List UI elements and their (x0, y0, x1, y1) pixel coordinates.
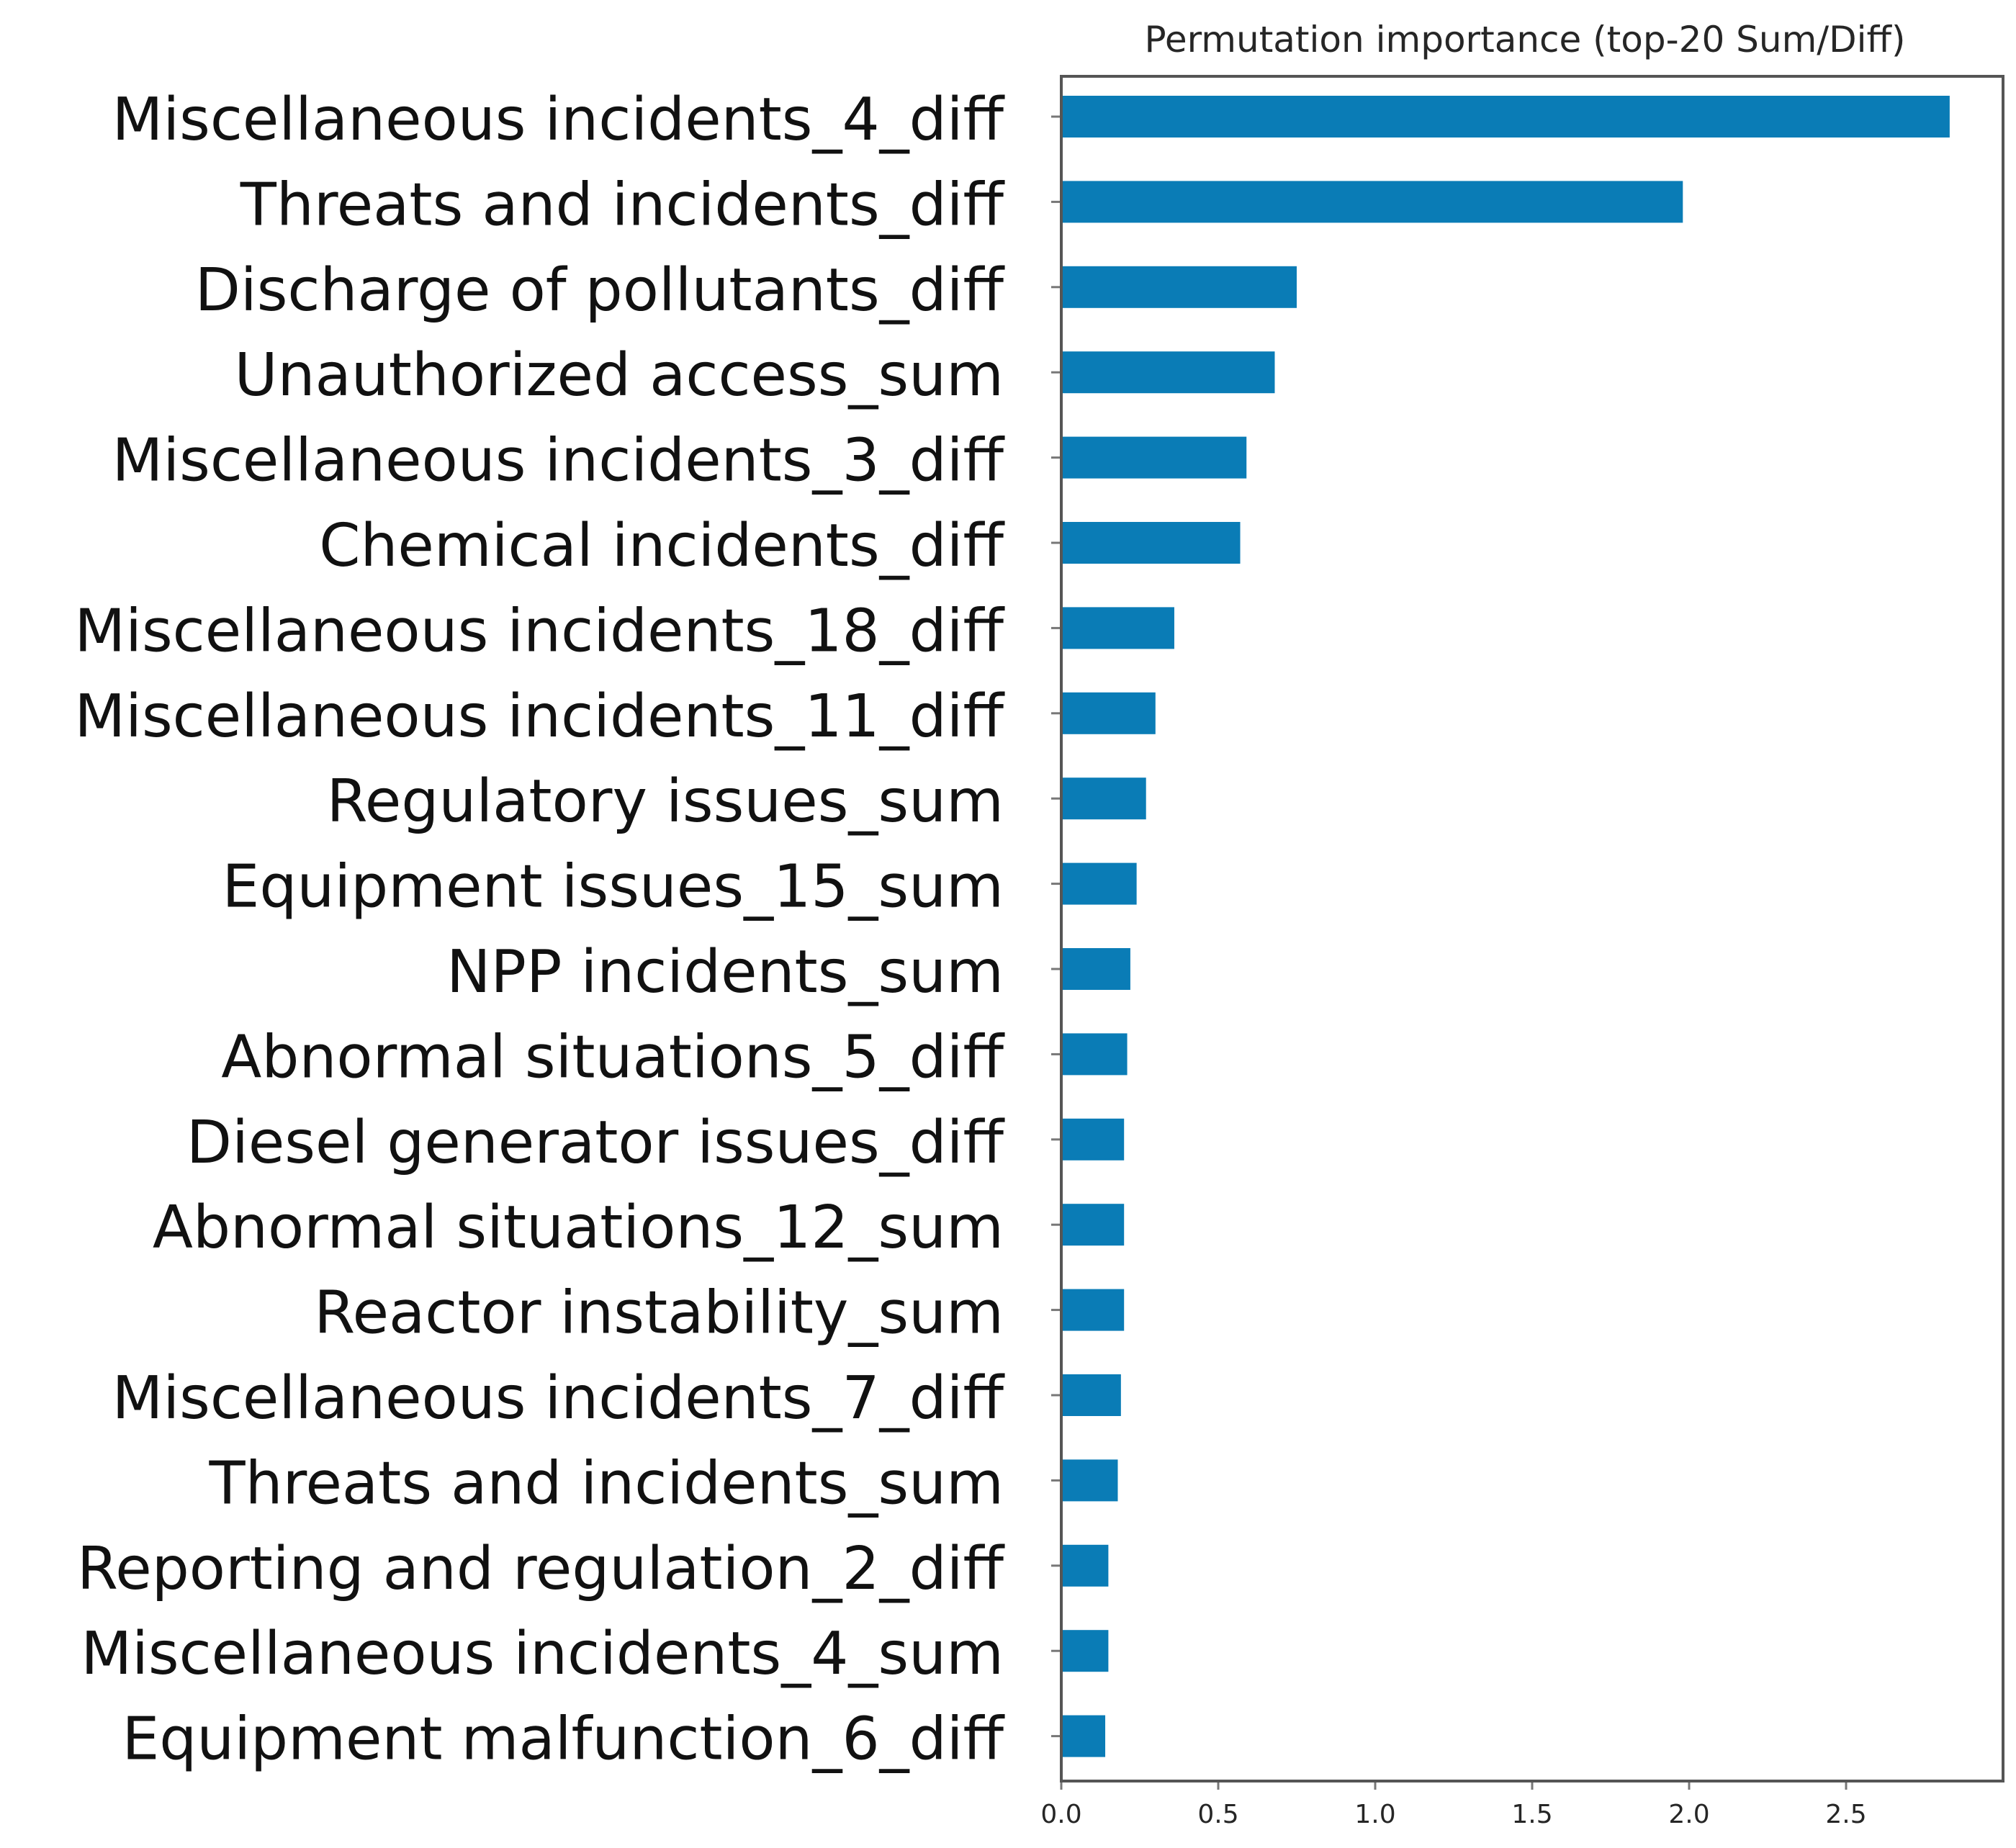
category-label: Discharge of pollutants_diff (195, 256, 1006, 325)
x-tick-label: 2.0 (1668, 1800, 1709, 1829)
bar (1061, 436, 1247, 479)
category-label: Miscellaneous incidents_7_diff (112, 1364, 1006, 1433)
bars-layer (1061, 96, 1950, 1757)
bar (1061, 1118, 1125, 1160)
category-label: Miscellaneous incidents_18_diff (74, 597, 1005, 665)
bar (1061, 351, 1275, 394)
x-axis: 0.0 0.5 1.0 1.5 2.0 2.5 (1040, 1781, 1867, 1829)
category-label: Diesel generator issues_diff (186, 1109, 1006, 1177)
bar (1061, 1289, 1125, 1331)
bar (1061, 1715, 1106, 1757)
x-tick-label: 1.5 (1511, 1800, 1552, 1829)
category-label: NPP incidents_sum (446, 938, 1004, 1006)
bar (1061, 862, 1137, 905)
bar (1061, 1374, 1121, 1416)
bar (1061, 948, 1130, 990)
plot-frame (1060, 75, 2004, 1782)
x-tick-label: 1.0 (1354, 1800, 1395, 1829)
category-label: Threats and incidents_diff (240, 171, 1006, 239)
category-label: Equipment malfunction_6_diff (122, 1705, 1005, 1774)
category-label: Abnormal situations_5_diff (221, 1023, 1005, 1091)
chart-title: Permutation importance (top-20 Sum/Diff) (1144, 19, 1905, 60)
bar (1061, 96, 1950, 138)
bar (1061, 692, 1156, 734)
bar (1061, 777, 1146, 820)
bar (1061, 181, 1683, 223)
category-label: Unauthorized access_sum (235, 341, 1004, 410)
category-label: Abnormal situations_12_sum (153, 1194, 1004, 1262)
bar (1061, 1630, 1109, 1672)
category-label: Equipment issues_15_sum (222, 853, 1004, 921)
category-label: Reactor instability_sum (314, 1279, 1004, 1348)
bar (1061, 1459, 1118, 1502)
category-label: Reporting and regulation_2_diff (77, 1535, 1006, 1603)
bar (1061, 522, 1241, 564)
bar (1061, 1544, 1109, 1587)
x-tick-label: 0.5 (1197, 1800, 1238, 1829)
category-labels: Miscellaneous incidents_4_diff Threats an… (74, 86, 1061, 1774)
category-label: Threats and incidents_sum (209, 1449, 1004, 1518)
bar (1061, 1033, 1128, 1076)
bar (1061, 266, 1297, 308)
category-label: Regulatory issues_sum (327, 767, 1004, 836)
category-label: Miscellaneous incidents_4_diff (112, 86, 1006, 154)
x-tick-label: 0.0 (1040, 1800, 1081, 1829)
category-label: Miscellaneous incidents_3_diff (112, 427, 1006, 495)
x-tick-label: 2.5 (1825, 1800, 1866, 1829)
category-label: Miscellaneous incidents_4_sum (81, 1620, 1004, 1688)
bar (1061, 1204, 1125, 1246)
bar (1061, 607, 1174, 649)
category-label: Chemical incidents_diff (319, 512, 1005, 580)
category-label: Miscellaneous incidents_11_diff (74, 682, 1005, 751)
